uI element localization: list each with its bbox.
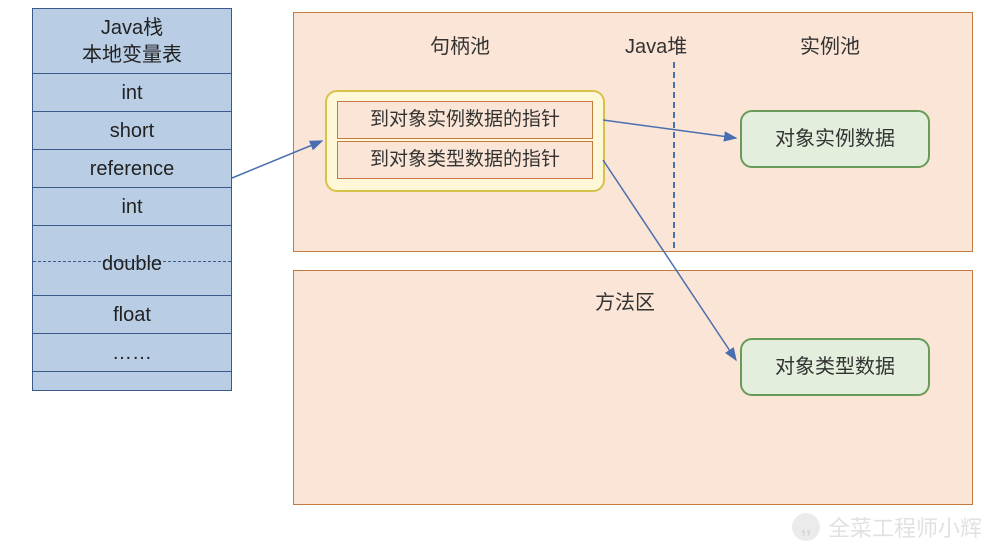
stack-cell-short: short — [33, 112, 231, 150]
stack-cell-ellipsis: …… — [33, 334, 231, 372]
stack-cell-reference: reference — [33, 150, 231, 188]
stack-cell-pad — [33, 372, 231, 390]
instance-data-box: 对象实例数据 — [740, 110, 930, 168]
java-heap-label: Java堆 — [625, 30, 687, 59]
watermark: ,, 全菜工程师小辉 — [792, 511, 982, 543]
heap-divider — [673, 62, 675, 248]
stack-title-2: 本地变量表 — [33, 42, 231, 69]
wechat-icon: ,, — [792, 513, 820, 541]
handle-row-instance-ptr: 到对象实例数据的指针 — [337, 101, 593, 139]
stack-header: Java栈 本地变量表 — [33, 9, 231, 74]
stack-cell-float: float — [33, 296, 231, 334]
method-area-label: 方法区 — [595, 286, 655, 315]
stack-cell-int2: int — [33, 188, 231, 226]
stack-cell-int: int — [33, 74, 231, 112]
instance-pool-label: 实例池 — [800, 30, 860, 59]
watermark-text: 全菜工程师小辉 — [828, 511, 982, 543]
handle-pool-box: 到对象实例数据的指针 到对象类型数据的指针 — [325, 90, 605, 192]
java-stack-table: Java栈 本地变量表 int short reference int doub… — [32, 8, 232, 391]
handle-pool-label: 句柄池 — [430, 30, 490, 59]
stack-title-1: Java栈 — [33, 15, 231, 42]
type-data-box: 对象类型数据 — [740, 338, 930, 396]
handle-row-type-ptr: 到对象类型数据的指针 — [337, 141, 593, 179]
stack-cell-double-b: double — [33, 261, 231, 296]
